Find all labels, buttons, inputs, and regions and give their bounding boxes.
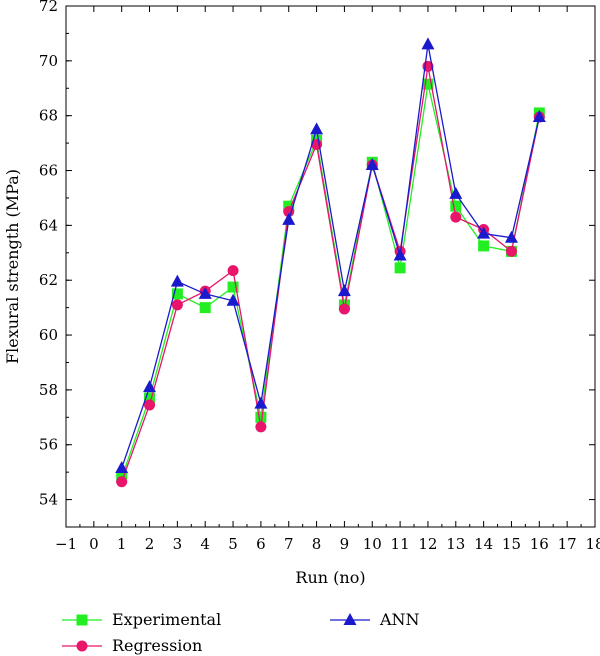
data-point-ann: [532, 110, 546, 123]
x-tick-label: −1: [55, 535, 77, 553]
series-line-ann: [121, 44, 540, 469]
legend-item-ann: ANN: [330, 610, 420, 629]
data-point-regression: [255, 421, 267, 433]
x-tick-label: 15: [502, 535, 521, 553]
y-tick-label: 60: [39, 326, 58, 344]
series-regression: [116, 60, 545, 488]
data-point-ann: [449, 186, 463, 199]
data-point-regression: [505, 245, 517, 257]
data-point-experimental: [450, 200, 462, 212]
data-point-experimental: [199, 302, 211, 314]
x-tick-label: 12: [418, 535, 437, 553]
y-tick-label: 70: [39, 52, 58, 70]
x-tick-label: 0: [89, 535, 99, 553]
y-tick-label: 62: [39, 271, 58, 289]
data-point-ann: [226, 293, 240, 306]
y-tick-label: 68: [39, 107, 58, 125]
data-point-ann: [254, 396, 268, 409]
series-line-regression: [121, 66, 540, 482]
data-point-ann: [365, 158, 379, 171]
data-point-experimental: [478, 240, 490, 252]
legend-item-experimental: Experimental: [62, 610, 221, 629]
x-tick-label: 17: [558, 535, 577, 553]
data-point-regression: [116, 476, 128, 488]
axes: −1 0 1 2 3 4 5 6 7 8 9 10 11 12 13 14 15 16 17 185456586062…: [39, 0, 600, 553]
data-point-ann: [504, 230, 518, 243]
y-tick-label: 54: [39, 491, 58, 509]
x-tick-label: 5: [228, 535, 238, 553]
series-layer: [115, 37, 546, 488]
data-point-ann: [282, 212, 296, 225]
y-tick-label: 64: [39, 216, 58, 234]
x-tick-label: 14: [474, 535, 493, 553]
data-point-regression: [171, 299, 183, 311]
y-tick-label: 66: [39, 162, 58, 180]
data-point-regression: [338, 303, 350, 315]
x-axis-label: Run (no): [295, 568, 365, 587]
data-point-regression: [227, 265, 239, 277]
x-tick-label: 11: [391, 535, 410, 553]
legend-marker-regression: [76, 640, 88, 652]
legend-item-regression: Regression: [62, 636, 202, 655]
x-tick-label: 2: [145, 535, 155, 553]
series-ann: [115, 37, 546, 474]
legend-label-ann: ANN: [379, 610, 420, 629]
x-tick-label: 7: [284, 535, 294, 553]
data-point-ann: [198, 286, 212, 299]
series-line-experimental: [121, 84, 540, 478]
x-tick-label: 9: [340, 535, 350, 553]
x-tick-label: 10: [363, 535, 382, 553]
data-point-regression: [144, 399, 156, 411]
legend-label-regression: Regression: [112, 636, 202, 655]
data-point-experimental: [394, 262, 406, 274]
legend: Experimental Regression ANN: [62, 610, 420, 655]
data-point-ann: [421, 37, 435, 50]
x-tick-label: 13: [446, 535, 465, 553]
legend-marker-experimental: [76, 614, 88, 626]
data-point-experimental: [171, 288, 183, 300]
x-tick-label: 8: [312, 535, 322, 553]
x-tick-label: 16: [530, 535, 549, 553]
data-point-ann: [143, 380, 157, 393]
data-point-experimental: [255, 411, 267, 423]
x-tick-label: 1: [117, 535, 127, 553]
data-point-ann: [477, 226, 491, 239]
legend-label-experimental: Experimental: [112, 610, 221, 629]
y-tick-label: 72: [39, 0, 58, 15]
data-point-ann: [337, 284, 351, 297]
data-point-ann: [310, 122, 324, 135]
x-tick-label: 18: [585, 535, 600, 553]
y-axis-label: Flexural strength (MPa): [3, 169, 22, 364]
x-tick-label: 3: [173, 535, 183, 553]
plot-frame: [65, 5, 596, 528]
x-tick-label: 4: [200, 535, 210, 553]
y-tick-label: 56: [39, 436, 58, 454]
data-point-ann: [115, 461, 129, 474]
x-tick-label: 6: [256, 535, 266, 553]
data-point-regression: [450, 211, 462, 223]
data-point-experimental: [144, 392, 156, 404]
data-point-ann: [170, 274, 184, 287]
data-point-experimental: [227, 281, 239, 293]
legend-marker-ann: [343, 613, 357, 625]
data-point-ann: [393, 248, 407, 261]
y-tick-label: 58: [39, 381, 58, 399]
data-point-experimental: [422, 78, 434, 90]
